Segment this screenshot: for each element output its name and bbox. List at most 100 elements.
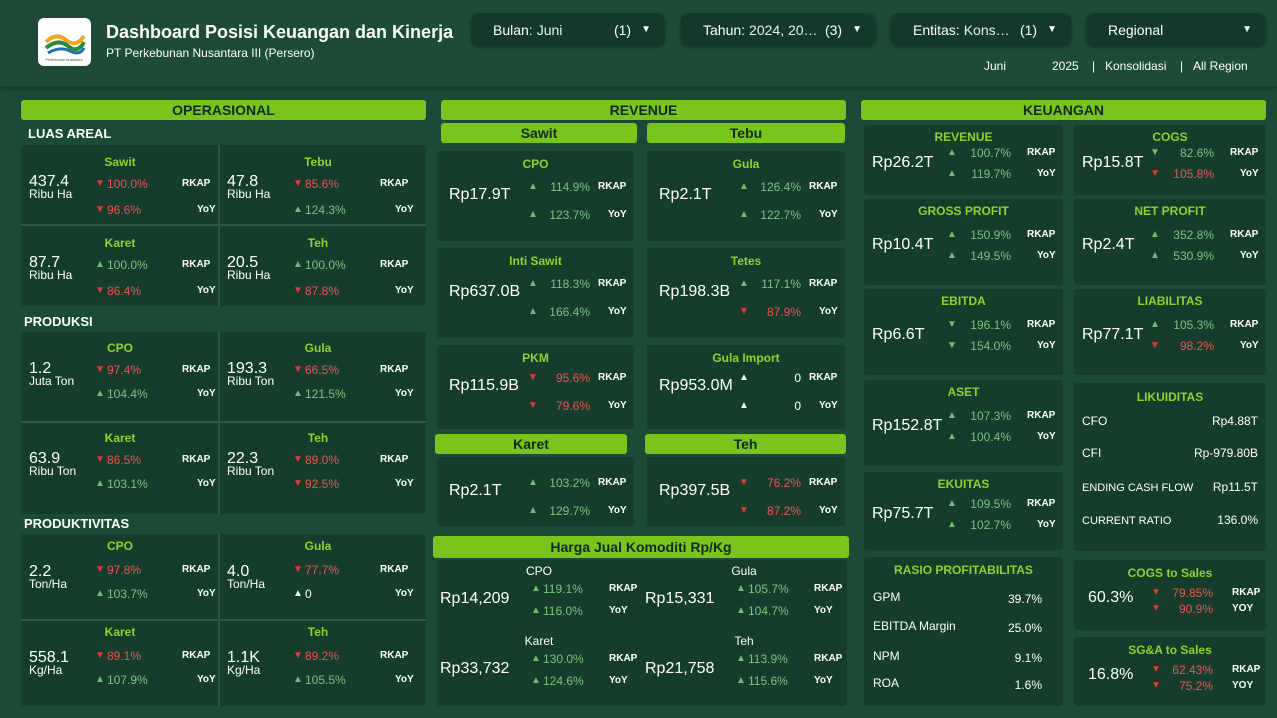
produksi-panel xyxy=(21,332,426,514)
produktivitas-yoy-tag: YoY xyxy=(395,674,414,685)
cogs-to-sales-yoy-pct: 90.9% xyxy=(1178,602,1213,616)
filter-regional[interactable]: Regional ▼ xyxy=(1086,13,1266,46)
keuangan-revenue-name: REVENUE xyxy=(934,130,993,144)
revenue-cpo-yoy-pct: 123.7% xyxy=(549,208,590,222)
arrow-up-icon: ▲ xyxy=(531,583,541,594)
arrow-up-icon: ▲ xyxy=(293,588,303,599)
rasio-card xyxy=(864,557,1063,706)
produktivitas-name: Karet xyxy=(104,625,136,639)
produksi-yoy-pct: 121.5% xyxy=(305,387,346,401)
harga-rkap-tag: RKAP xyxy=(814,583,843,594)
harga-name: Karet xyxy=(524,634,554,648)
luas-areal-unit: Ribu Ha xyxy=(227,268,271,282)
keuangan-gross-profit-yoy-pct: 149.5% xyxy=(970,249,1011,263)
sga-to-sales-rkap-pct: 62.43% xyxy=(1172,663,1213,677)
arrow-down-icon: ▼ xyxy=(293,478,303,489)
arrow-up-icon: ▲ xyxy=(739,372,749,383)
luas-areal-rkap-pct: 100.0% xyxy=(107,177,148,191)
arrow-down-icon: ▼ xyxy=(739,476,749,488)
keuangan-cogs-card xyxy=(1074,125,1266,195)
arrow-up-icon: ▲ xyxy=(95,478,105,489)
filter-tahun[interactable]: Tahun: 2024, 202… (3) ▼ xyxy=(681,13,876,46)
rasio-value: 25.0% xyxy=(1007,621,1042,635)
arrow-down-icon: ▼ xyxy=(95,285,105,296)
produktivitas-value: 4.0 xyxy=(227,563,250,580)
luas-areal-rkap-tag: RKAP xyxy=(182,178,211,189)
context-entity: Konsolidasi xyxy=(1105,59,1167,73)
revenue-teh-rkap-tag: RKAP xyxy=(809,476,838,488)
harga-yoy-tag: YoY xyxy=(814,675,833,686)
produktivitas-rkap-tag: RKAP xyxy=(182,650,211,661)
likuiditas-label: CURRENT RATIO xyxy=(1082,515,1172,527)
keuangan-net-profit-card xyxy=(1074,199,1266,285)
filter-entitas[interactable]: Entitas: Konso… (1) ▼ xyxy=(891,13,1071,46)
keuangan-ekuitas-value: Rp75.7T xyxy=(872,505,934,522)
produktivitas-panel xyxy=(21,534,426,706)
revenue-gula-yoy-pct: 122.7% xyxy=(760,208,801,222)
harga-rkap-pct: 130.0% xyxy=(543,652,584,666)
produksi-value: 63.9 xyxy=(29,450,61,467)
revenue-inti-sawit-card xyxy=(437,248,634,338)
revenue-gula-card xyxy=(647,151,845,241)
keuangan-aset-rkap-tag: RKAP xyxy=(1027,410,1056,421)
luas-areal-value: 47.8 xyxy=(227,173,259,190)
luas-areal-rkap-tag: RKAP xyxy=(380,178,409,189)
arrow-up-icon: ▲ xyxy=(293,674,303,685)
produktivitas-yoy-pct: 105.5% xyxy=(305,673,346,687)
arrow-up-icon: ▲ xyxy=(1150,250,1160,261)
luas-areal-rkap-pct: 100.0% xyxy=(305,258,346,272)
keuangan-net-profit-yoy-pct: 530.9% xyxy=(1173,249,1214,263)
arrow-up-icon: ▲ xyxy=(95,588,105,599)
arrow-up-icon: ▲ xyxy=(947,431,957,442)
page-subtitle: PT Perkebunan Nusantara III (Persero) xyxy=(106,46,315,60)
arrow-down-icon: ▼ xyxy=(528,372,538,383)
harga-yoy-tag: YoY xyxy=(814,605,833,616)
keuangan-ebitda-name: EBITDA xyxy=(941,294,986,308)
luas-areal-unit: Ribu Ha xyxy=(29,187,73,201)
produktivitas-rkap-tag: RKAP xyxy=(182,564,211,575)
section-label-produksi: PRODUKSI xyxy=(24,314,93,329)
harga-yoy-pct: 124.6% xyxy=(543,674,584,688)
keuangan-liabilitas-yoy-tag: YoY xyxy=(1240,340,1259,351)
keuangan-liabilitas-value: Rp77.1T xyxy=(1082,326,1144,343)
filter-count: (1) xyxy=(1019,21,1038,38)
arrow-up-icon: ▲ xyxy=(947,519,957,530)
keuangan-cogs-yoy-pct: 105.8% xyxy=(1173,167,1214,181)
produksi-yoy-pct: 103.1% xyxy=(107,477,148,491)
arrow-up-icon: ▲ xyxy=(947,168,957,179)
revenue-tetes-value: Rp198.3B xyxy=(659,283,731,300)
keuangan-ebitda-yoy-tag: YoY xyxy=(1037,340,1056,351)
revenue-gula-yoy-tag: YoY xyxy=(819,209,838,220)
revenue-inti-sawit-name: Inti Sawit xyxy=(509,254,562,268)
revenue-cpo-rkap-pct: 114.9% xyxy=(550,180,590,194)
sga-to-sales-title: SG&A to Sales xyxy=(1128,643,1212,657)
arrow-up-icon: ▲ xyxy=(739,181,749,192)
keuangan-net-profit-value: Rp2.4T xyxy=(1082,236,1135,253)
revenue-tetes-yoy-tag: YoY xyxy=(819,306,838,317)
luas-areal-rkap-pct: 85.6% xyxy=(305,177,340,191)
divider xyxy=(218,332,220,514)
arrow-up-icon: ▲ xyxy=(528,278,538,289)
harga-value: Rp14,209 xyxy=(440,590,510,607)
arrow-down-icon: ▼ xyxy=(1151,587,1161,598)
harga-yoy-pct: 104.7% xyxy=(748,604,789,618)
arrow-down-icon: ▼ xyxy=(95,564,105,575)
rasio-value: 1.6% xyxy=(1014,678,1042,692)
filter-bulan[interactable]: Bulan: Juni (1) ▼ xyxy=(471,13,665,46)
produksi-rkap-tag: RKAP xyxy=(182,454,211,465)
arrow-down-icon: ▼ xyxy=(1150,168,1160,179)
arrow-down-icon: ▼ xyxy=(293,364,303,375)
arrow-up-icon: ▲ xyxy=(1150,229,1160,240)
revenue-gula-import-rkap-tag: RKAP xyxy=(809,372,838,383)
likuiditas-card xyxy=(1074,383,1266,551)
rasio-label: NPM xyxy=(873,649,900,663)
section-header-keuangan: KEUANGAN xyxy=(861,100,1266,120)
produktivitas-rkap-pct: 89.2% xyxy=(305,649,340,663)
harga-jual-header: Harga Jual Komoditi Rp/Kg xyxy=(433,536,849,558)
produktivitas-rkap-tag: RKAP xyxy=(380,564,409,575)
arrow-down-icon: ▼ xyxy=(293,650,303,661)
luas-areal-rkap-pct: 100.0% xyxy=(107,258,148,272)
revenue-gula-import-yoy-tag: YoY xyxy=(819,400,838,411)
rasio-label: EBITDA Margin xyxy=(873,619,956,633)
produksi-value: 1.2 xyxy=(29,360,52,377)
